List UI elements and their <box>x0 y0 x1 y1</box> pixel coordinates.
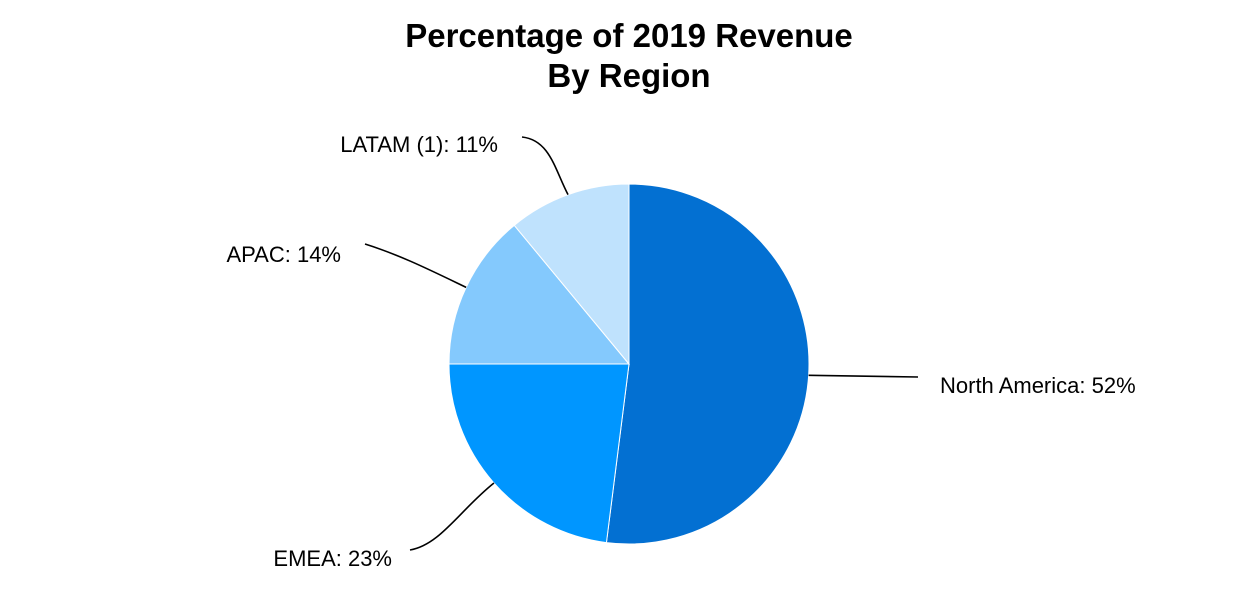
slice-label-apac: APAC: 14% <box>226 242 341 267</box>
leader-line-north-america <box>808 374 919 378</box>
chart-title-line-1: Percentage of 2019 Revenue <box>405 17 853 54</box>
chart-title-line-2: By Region <box>547 57 711 94</box>
slice-labels: North America: 52% EMEA: 23% APAC: 14% LATA… <box>226 132 1135 571</box>
pie-slice-apac <box>448 224 631 365</box>
leader-lines <box>364 136 919 551</box>
pie-slice-north-america <box>605 183 810 545</box>
pie-slice-emea <box>448 363 630 544</box>
leader-line-latam-1 <box>521 136 569 196</box>
leader-line-emea <box>409 482 495 551</box>
slice-label-latam-1: LATAM (1): 11% <box>340 132 498 157</box>
chart-title: Percentage of 2019 Revenue By Region <box>0 16 1258 96</box>
pie-slice-latam-1 <box>513 183 630 366</box>
leader-line-apac <box>364 243 467 289</box>
slice-label-emea: EMEA: 23% <box>273 546 392 571</box>
slice-label-north-america: North America: 52% <box>940 373 1136 398</box>
pie-slices <box>448 183 810 545</box>
